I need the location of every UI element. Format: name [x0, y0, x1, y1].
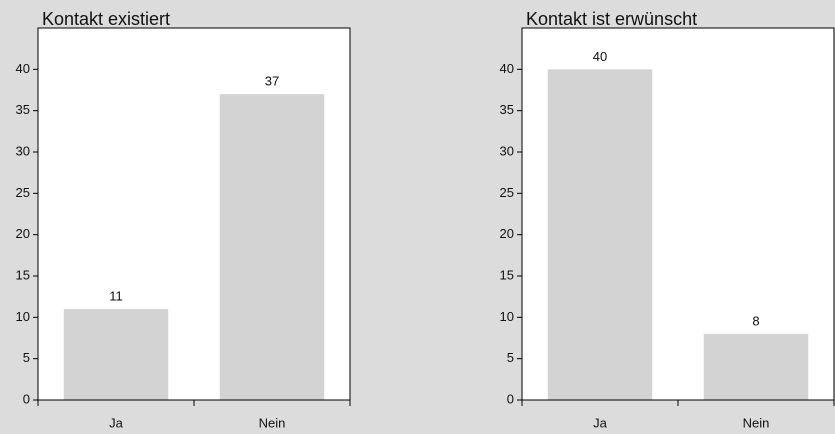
- data-label: 8: [752, 313, 759, 328]
- x-tick-label: Nein: [743, 415, 770, 430]
- data-label: 11: [109, 289, 123, 304]
- data-label: 40: [593, 49, 607, 64]
- y-tick-label: 20: [16, 226, 30, 241]
- y-tick-label: 40: [16, 61, 30, 76]
- y-tick-label: 5: [507, 350, 514, 365]
- y-tick-label: 35: [16, 102, 30, 117]
- y-tick-label: 30: [16, 143, 30, 158]
- plot-border: [521, 27, 835, 401]
- chart-title: Kontakt existiert: [42, 9, 170, 29]
- y-tick-label: 30: [500, 143, 514, 158]
- x-tick-label: Ja: [109, 415, 124, 430]
- bar: [219, 94, 325, 400]
- y-tick-label: 5: [23, 350, 30, 365]
- data-label: 37: [265, 74, 279, 89]
- y-tick-label: 0: [507, 391, 514, 406]
- x-tick-label: Ja: [593, 415, 608, 430]
- y-tick-label: 10: [500, 309, 514, 324]
- y-tick-label: 25: [16, 185, 30, 200]
- y-tick-label: 25: [500, 185, 514, 200]
- plot-border: [37, 27, 351, 401]
- y-tick-label: 15: [500, 267, 514, 282]
- bar: [703, 333, 809, 400]
- bar: [63, 309, 169, 400]
- y-tick-label: 15: [16, 267, 30, 282]
- y-tick-label: 0: [23, 391, 30, 406]
- y-tick-label: 35: [500, 102, 514, 117]
- y-tick-label: 10: [16, 309, 30, 324]
- y-tick-label: 20: [500, 226, 514, 241]
- chart-title: Kontakt ist erwünscht: [526, 9, 697, 29]
- bar: [547, 69, 653, 400]
- y-tick-label: 40: [500, 61, 514, 76]
- x-tick-label: Nein: [259, 415, 286, 430]
